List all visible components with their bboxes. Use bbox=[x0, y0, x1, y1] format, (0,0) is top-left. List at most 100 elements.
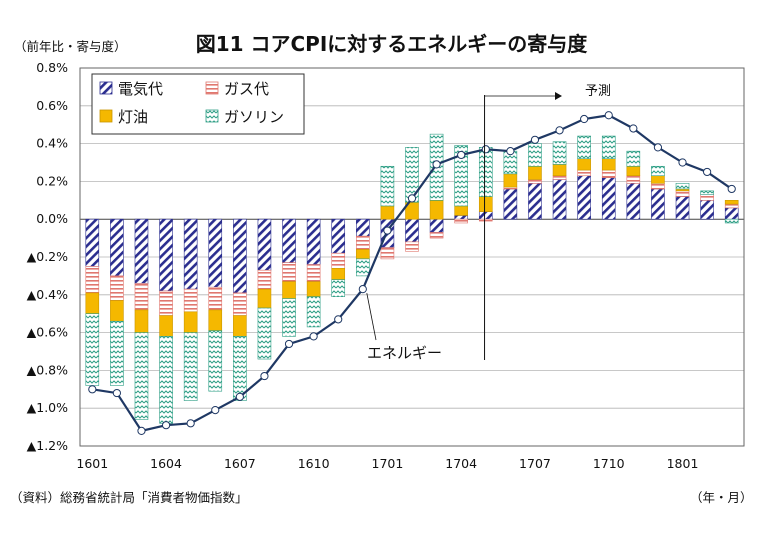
bar-gasoline bbox=[528, 143, 542, 167]
bar-kerosene bbox=[257, 288, 272, 309]
bar-electricity bbox=[577, 175, 591, 220]
bar-kerosene bbox=[134, 309, 149, 333]
bar-gas bbox=[724, 203, 739, 209]
y-tick-label: ▲0.8% bbox=[27, 362, 68, 377]
bar-gasoline bbox=[651, 165, 665, 177]
energy-point bbox=[211, 405, 220, 415]
legend-label-kerosene: 灯油 bbox=[118, 108, 148, 126]
bar-gas bbox=[233, 292, 247, 316]
bar-electricity bbox=[85, 218, 100, 267]
bar-gasoline bbox=[306, 296, 321, 328]
bar-electricity bbox=[700, 200, 714, 220]
chart-title: 図11 コアCPIに対するエネルギーの寄与度 bbox=[195, 32, 588, 56]
x-tick-label: 1710 bbox=[593, 456, 625, 471]
bar-electricity bbox=[429, 218, 444, 233]
bar-gas bbox=[257, 269, 272, 290]
annotation-energy: エネルギー bbox=[367, 344, 442, 362]
bar-gasoline bbox=[233, 336, 247, 401]
forecast-label: 予測 bbox=[585, 84, 611, 99]
forecast-marker: 予測 bbox=[484, 84, 611, 360]
legend-swatch-electricity bbox=[99, 81, 113, 95]
forecast-arrow-head bbox=[555, 92, 562, 100]
energy-point bbox=[358, 285, 367, 294]
energy-point bbox=[334, 315, 343, 324]
bar-kerosene bbox=[577, 158, 591, 171]
bar-electricity bbox=[208, 218, 223, 288]
bar-gas bbox=[110, 275, 124, 301]
bar-kerosene bbox=[183, 311, 198, 333]
bar-gasoline bbox=[282, 298, 296, 337]
y-tick-label: ▲1.0% bbox=[27, 400, 68, 415]
x-tick-label: 1604 bbox=[150, 456, 182, 471]
bar-electricity bbox=[675, 196, 690, 220]
bar-gas bbox=[356, 235, 370, 250]
plot-frame bbox=[79, 67, 745, 447]
bar-gasoline bbox=[626, 150, 641, 167]
bar-electricity bbox=[183, 218, 198, 290]
x-tick-label: 1704 bbox=[445, 456, 477, 471]
source-note: （資料）総務省統計局「消費者物価指数」 bbox=[10, 490, 248, 505]
bar-kerosene bbox=[208, 309, 223, 332]
energy-point bbox=[112, 388, 121, 398]
bar-gas bbox=[405, 241, 419, 252]
bar-gas bbox=[552, 175, 567, 180]
bar-gas bbox=[159, 290, 173, 316]
x-tick-label: 1707 bbox=[519, 456, 551, 471]
y-tick-label: ▲0.6% bbox=[27, 325, 68, 340]
bar-kerosene bbox=[85, 292, 100, 315]
bar-gasoline bbox=[601, 135, 616, 160]
bar-gas bbox=[478, 218, 493, 222]
bar-electricity bbox=[134, 218, 149, 284]
bar-gas bbox=[208, 286, 223, 311]
energy-point bbox=[481, 145, 490, 154]
bar-kerosene bbox=[356, 249, 370, 260]
bar-gas bbox=[601, 169, 616, 178]
bar-gasoline bbox=[183, 332, 198, 401]
energy-point bbox=[88, 385, 97, 394]
bar-gas bbox=[331, 252, 346, 269]
bar-kerosene bbox=[626, 165, 641, 177]
bar-kerosene bbox=[503, 173, 518, 188]
energy-point bbox=[580, 114, 589, 124]
bar-gas bbox=[85, 266, 100, 294]
energy-point bbox=[432, 160, 441, 169]
bar-gas bbox=[626, 175, 641, 184]
x-axis-ticks: 1601 1604 1607 1610 1701 1704 1707 1710 1801 bbox=[76, 456, 698, 471]
energy-point bbox=[678, 158, 687, 167]
y-tick-label: 0.2% bbox=[36, 173, 68, 188]
energy-point bbox=[727, 184, 736, 194]
y-unit-label: （前年比・寄与度） bbox=[14, 39, 127, 54]
bar-kerosene bbox=[110, 300, 124, 322]
bar-gas bbox=[700, 194, 714, 201]
bar-gasoline bbox=[675, 182, 690, 190]
y-tick-label: 0.8% bbox=[36, 60, 68, 75]
bar-gasoline bbox=[85, 313, 100, 386]
bar-gas bbox=[380, 247, 395, 260]
energy-point bbox=[407, 194, 417, 203]
bar-electricity bbox=[503, 188, 518, 220]
y-tick-label: 0.4% bbox=[36, 136, 68, 151]
y-tick-label: 0.6% bbox=[36, 98, 68, 113]
bar-gasoline bbox=[380, 165, 395, 207]
energy-point bbox=[457, 150, 466, 160]
energy-point bbox=[309, 332, 318, 341]
bar-gas bbox=[528, 179, 542, 184]
bar-kerosene bbox=[724, 200, 739, 205]
legend-label-electricity: 電気代 bbox=[118, 80, 163, 98]
bar-kerosene bbox=[552, 164, 567, 177]
bar-kerosene bbox=[233, 315, 247, 337]
energy-point bbox=[383, 226, 392, 235]
energy-point bbox=[137, 426, 146, 435]
x-tick-label: 1801 bbox=[667, 456, 699, 471]
bar-gasoline bbox=[257, 307, 272, 360]
bar-electricity bbox=[356, 218, 370, 237]
bar-kerosene bbox=[528, 165, 542, 180]
y-tick-label: ▲1.2% bbox=[27, 438, 68, 453]
bar-gasoline bbox=[577, 135, 591, 160]
energy-point bbox=[703, 167, 712, 177]
legend-label-gasoline: ガソリン bbox=[224, 108, 284, 126]
bar-gasoline bbox=[478, 147, 493, 197]
energy-point bbox=[530, 135, 540, 144]
annotation-leader bbox=[366, 293, 377, 341]
